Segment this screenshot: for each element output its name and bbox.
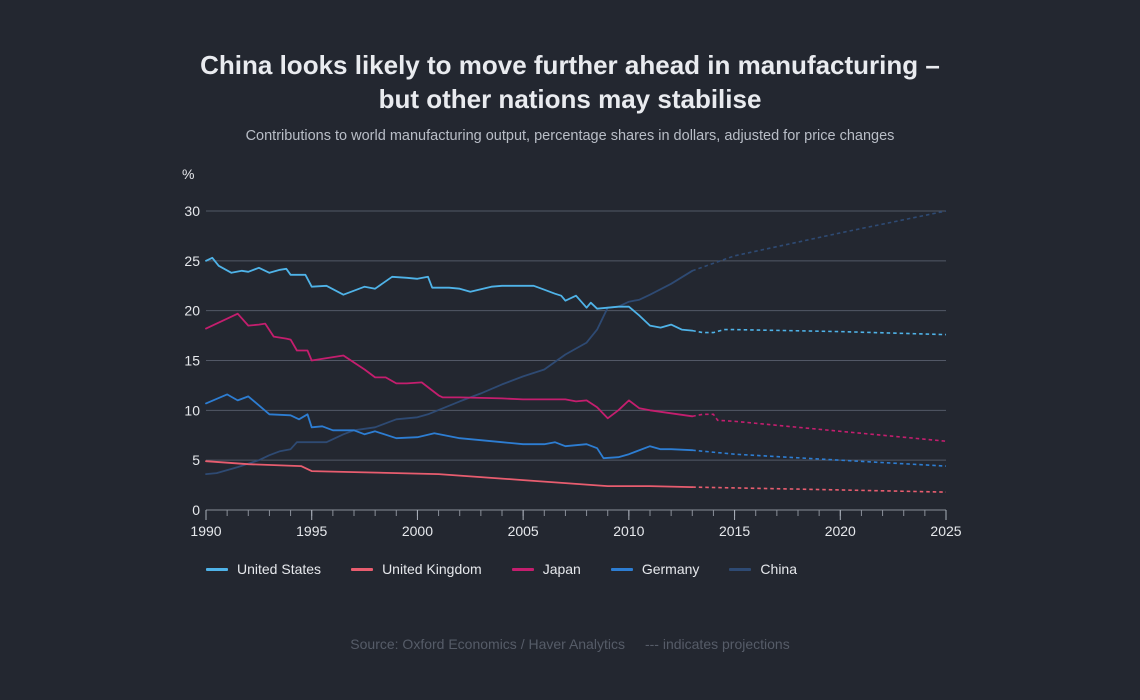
- x-tick-label-2025: 2025: [930, 523, 961, 539]
- x-tick-label-1990: 1990: [190, 523, 221, 539]
- legend-item-united-kingdom: United Kingdom: [351, 561, 482, 577]
- y-tick-label-0: 0: [192, 502, 200, 518]
- series-line-japan: [205, 312, 694, 420]
- series-projection-china: [692, 210, 947, 272]
- legend-label-united-states: United States: [237, 561, 322, 577]
- legend-item-united-states: United States: [206, 561, 321, 577]
- series-projection-japan: [692, 413, 947, 442]
- chart-subtitle: Contributions to world manufacturing out…: [245, 128, 895, 144]
- x-tick-label-1995: 1995: [296, 523, 327, 539]
- chart-footer: Source: Oxford Economics / Haver Analyti…: [0, 636, 1140, 652]
- legend-label-japan: Japan: [542, 561, 581, 577]
- legend-swatch-china: [729, 567, 752, 571]
- legend-swatch-united-states: [206, 567, 228, 571]
- y-tick-label-5: 5: [192, 452, 200, 468]
- series-projection-germany: [692, 449, 947, 467]
- legend-swatch-germany: [610, 567, 633, 571]
- y-axis-unit-label: %: [182, 166, 195, 182]
- series-projection-united-states: [692, 328, 947, 336]
- chart-title: China looks likely to move further ahead…: [0, 48, 1140, 116]
- legend-label-germany: Germany: [641, 561, 700, 577]
- x-tick-label-2000: 2000: [402, 523, 433, 539]
- x-tick-label-2010: 2010: [613, 523, 644, 539]
- legend-item-germany: Germany: [610, 561, 700, 577]
- legend-swatch-japan: [511, 567, 534, 571]
- legend-item-china: China: [729, 561, 797, 577]
- source-note: Source: Oxford Economics / Haver Analyti…: [350, 636, 625, 652]
- series-line-china: [205, 269, 694, 475]
- y-tick-label-20: 20: [184, 303, 200, 319]
- x-tick-label-2020: 2020: [825, 523, 856, 539]
- series-projection-united-kingdom: [692, 486, 947, 493]
- legend-item-japan: Japan: [511, 561, 581, 577]
- projection-note: --- indicates projections: [644, 636, 790, 652]
- series-line-united-states: [205, 256, 694, 332]
- x-tick-label-2005: 2005: [508, 523, 539, 539]
- chart-title-line-1: China looks likely to move further ahead…: [200, 50, 940, 80]
- chart-title-line-2: but other nations may stabilise: [378, 84, 762, 114]
- legend-label-united-kingdom: United Kingdom: [382, 561, 482, 577]
- series-line-united-kingdom: [205, 460, 694, 488]
- chart-legend: United States United Kingdom Japan Germany C…: [206, 561, 827, 577]
- series-line-germany: [205, 393, 694, 460]
- y-tick-label-10: 10: [184, 402, 200, 418]
- x-tick-label-2015: 2015: [719, 523, 750, 539]
- y-tick-label-25: 25: [184, 253, 200, 269]
- y-tick-label-15: 15: [184, 353, 200, 369]
- legend-label-china: China: [760, 561, 798, 577]
- legend-swatch-united-kingdom: [351, 567, 374, 571]
- y-tick-label-30: 30: [184, 203, 200, 219]
